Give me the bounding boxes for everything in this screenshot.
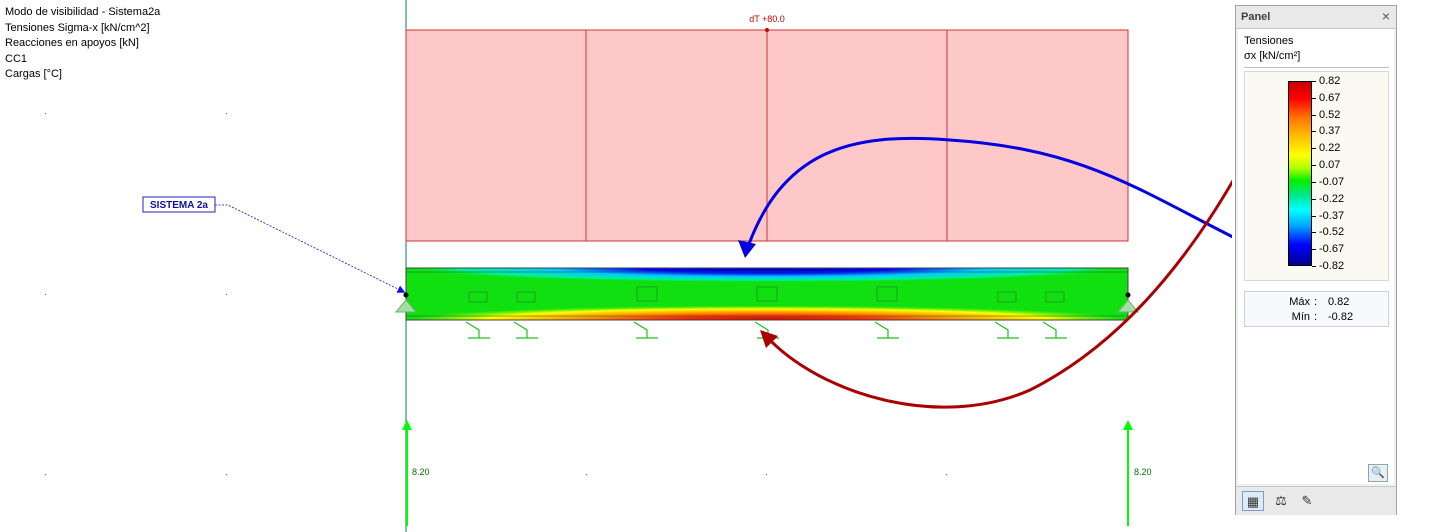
zoom-legend-icon[interactable]: 🔍	[1368, 464, 1388, 482]
legend-tick-label: 0.37	[1319, 125, 1341, 138]
min-colon: :	[1314, 311, 1318, 323]
legend-tick	[1312, 181, 1316, 183]
annotation-arrow-blue	[743, 136, 1232, 256]
result-info: Modo de visibilidad - Sistema2a Tensione…	[5, 5, 160, 83]
legend-tick	[1312, 114, 1316, 116]
panel-content: Tensiones σx [kN/cm²] 0.82 0.67 0.52 0.37 0.…	[1238, 29, 1394, 484]
legend-tick	[1312, 165, 1316, 167]
reaction-left-value: 8.20	[412, 467, 430, 477]
reaction-left	[402, 420, 412, 526]
legend-tick-label: 0.52	[1319, 108, 1341, 121]
legend-tick-label: 0.07	[1319, 159, 1341, 172]
legend-tick	[1312, 131, 1316, 133]
info-line: Reacciones en apoyos [kN]	[5, 37, 139, 49]
legend-tick	[1312, 81, 1316, 82]
annotation-arrow-red	[763, 179, 1232, 409]
info-line: CC1	[5, 52, 28, 65]
load-label: dT +80.0	[749, 14, 785, 24]
legend-tick-label: -0.82	[1319, 260, 1345, 272]
system-label-box[interactable]	[142, 196, 216, 213]
info-line: Cargas [°C]	[5, 68, 62, 80]
legend-tick-label: -0.37	[1319, 209, 1345, 222]
panel-title: Panel	[1241, 11, 1271, 23]
legend-tick-label: -0.52	[1319, 226, 1345, 239]
color-legend[interactable]: 0.82 0.67 0.52 0.37 0.22 0.07 -0.07 -0.22 -0.37 -…	[1244, 71, 1389, 281]
close-icon[interactable]: ×	[1381, 8, 1390, 24]
system-label: SISTEMA 2a	[150, 200, 208, 211]
end-supports	[394, 292, 1140, 313]
legend-tick-label: -0.67	[1319, 243, 1345, 256]
max-value: 0.82	[1328, 296, 1350, 308]
elastic-supports	[465, 321, 1067, 339]
min-value: -0.82	[1328, 311, 1354, 323]
legend-tick	[1312, 232, 1316, 234]
legend-tick-label: -0.07	[1319, 175, 1345, 188]
legend-title: Tensiones	[1244, 35, 1294, 47]
legend-unit: σx [kN/cm²]	[1244, 50, 1301, 62]
reaction-right-value: 8.20	[1134, 467, 1152, 477]
max-colon: :	[1314, 296, 1318, 308]
panel-toolbar: ▦ ⚖ ✎	[1236, 486, 1396, 515]
legend-tick-label: 0.67	[1319, 91, 1341, 104]
legend-tick	[1312, 148, 1316, 150]
legend-tick	[1312, 215, 1316, 217]
graphics-viewport[interactable]: Modo de visibilidad - Sistema2a Tensione…	[0, 0, 1232, 532]
legend-tick	[1312, 249, 1316, 251]
model-scene[interactable]: dT +80.0	[0, 0, 1232, 532]
legend-tick-label: 0.22	[1319, 142, 1341, 155]
spring-markers	[468, 286, 1065, 303]
max-label: Máx	[1289, 296, 1310, 308]
legend-tick-label: -0.22	[1319, 192, 1345, 205]
color-scale-icon[interactable]: ▦	[1242, 491, 1264, 511]
balance-icon[interactable]: ⚖	[1275, 493, 1287, 508]
legend-tick	[1312, 266, 1316, 267]
min-label: Mín	[1291, 311, 1310, 323]
beam-stress[interactable]	[405, 267, 1129, 321]
reaction-right	[1123, 420, 1133, 526]
legend-tick-label: 0.82	[1319, 75, 1341, 87]
extreme-values: Máx : 0.82 Mín : -0.82	[1244, 291, 1389, 327]
info-line: Modo de visibilidad - Sistema2a	[5, 6, 161, 18]
legend-tick	[1312, 97, 1316, 99]
result-panel[interactable]: Panel × Tensiones σx [kN/cm²] 0.82 0.67 0.…	[1235, 5, 1397, 515]
legend-tick	[1312, 198, 1316, 200]
info-line: Tensiones Sigma-x [kN/cm^2]	[5, 21, 150, 34]
color-scale-bar	[1288, 81, 1312, 266]
legend-divider	[1244, 67, 1389, 68]
system-leader-line	[215, 204, 406, 293]
tools-icon[interactable]: ✎	[1301, 493, 1313, 508]
panel-titlebar[interactable]: Panel ×	[1236, 6, 1396, 29]
